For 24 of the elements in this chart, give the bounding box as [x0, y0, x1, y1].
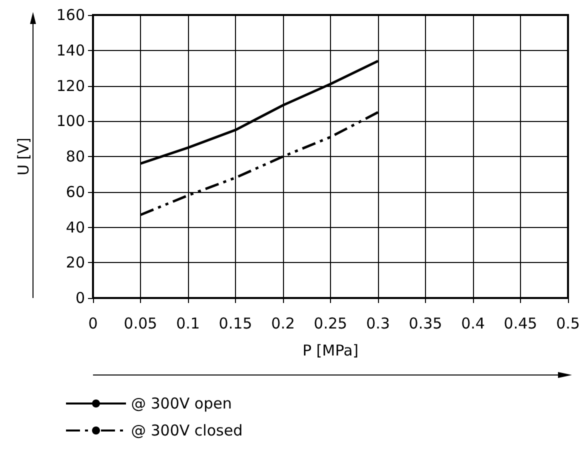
x-tick-label: 0.5	[556, 314, 580, 332]
y-tick-label: 40	[66, 218, 85, 236]
x-tick-label: 0.05	[124, 314, 158, 332]
x-tick-label: 0.3	[366, 314, 390, 332]
x-tick-label: 0.25	[314, 314, 348, 332]
x-tick-label: 0	[88, 314, 98, 332]
legend-label: @ 300V open	[131, 394, 232, 412]
y-tick-label: 0	[75, 289, 85, 307]
y-tick-label: 120	[56, 76, 85, 95]
y-tick-label: 20	[66, 254, 85, 272]
x-axis-title: P [MPa]	[302, 342, 359, 360]
x-tick-label: 0.15	[218, 314, 252, 332]
x-tick-label: 0.45	[504, 314, 538, 332]
y-tick-label: 100	[56, 112, 85, 130]
legend-label: @ 300V closed	[131, 422, 243, 440]
x-tick-label: 0.4	[461, 314, 485, 332]
x-tick-label: 0.2	[271, 314, 295, 332]
y-tick-label: 140	[56, 41, 85, 60]
y-tick-label: 160	[56, 6, 85, 24]
y-axis-title: U [V]	[14, 138, 32, 176]
x-tick-label: 0.1	[176, 314, 200, 332]
y-tick-label: 60	[66, 182, 85, 201]
y-tick-label: 80	[66, 148, 85, 166]
x-tick-label: 0.35	[408, 314, 442, 332]
